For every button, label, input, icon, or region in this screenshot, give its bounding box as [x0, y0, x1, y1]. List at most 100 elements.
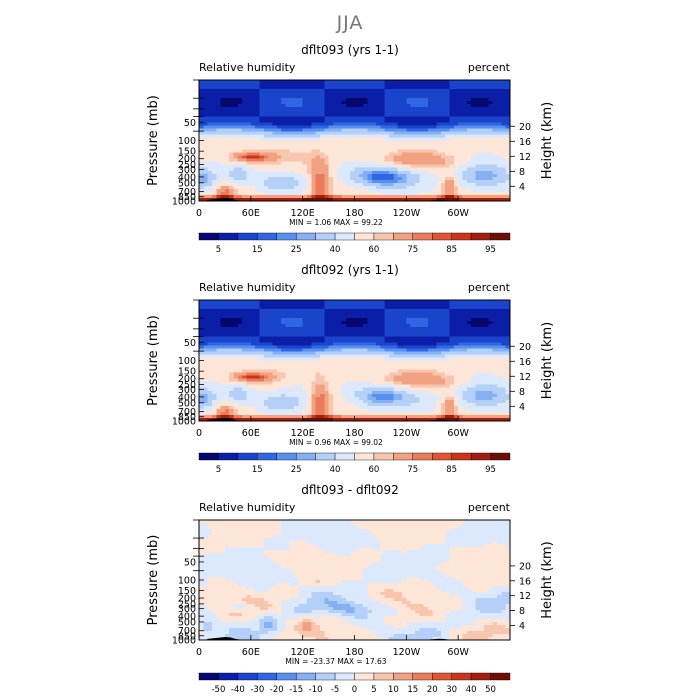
heatmap-cell	[341, 357, 347, 362]
heatmap-cell	[350, 321, 356, 325]
heatmap-cell	[380, 327, 386, 331]
heatmap-cell	[427, 345, 433, 350]
heatmap-cell	[216, 188, 222, 193]
heatmap-cell	[250, 155, 256, 160]
heatmap-cell	[250, 80, 256, 84]
heatmap-cell	[229, 164, 235, 169]
heatmap-cell	[501, 119, 507, 123]
heatmap-cell	[229, 122, 235, 126]
heatmap-cell	[306, 119, 312, 123]
heatmap-cell	[427, 161, 433, 166]
heatmap-cell	[406, 339, 412, 343]
heatmap-cell	[419, 128, 425, 133]
heatmap-cell	[237, 330, 243, 334]
heatmap-cell	[237, 167, 243, 172]
heatmap-cell	[423, 107, 429, 111]
heatmap-cell	[475, 167, 481, 172]
heatmap-cell	[263, 363, 269, 368]
heatmap-cell	[462, 173, 468, 178]
heatmap-cell	[462, 161, 468, 166]
heatmap-cell	[345, 89, 351, 93]
heatmap-cell	[211, 354, 217, 359]
heatmap-cell	[350, 92, 356, 96]
heatmap-cell	[298, 83, 304, 87]
heatmap-cell	[484, 131, 489, 136]
heatmap-cell	[311, 101, 317, 105]
heatmap-cell	[203, 366, 209, 371]
heatmap-cell	[229, 336, 235, 340]
heatmap-cell	[492, 327, 498, 331]
heatmap-cell	[311, 83, 317, 87]
heatmap-cell	[302, 191, 308, 196]
heatmap-cell	[380, 348, 386, 353]
heatmap-cell	[427, 152, 433, 157]
heatmap-cell	[263, 155, 269, 160]
heatmap-cell	[449, 86, 455, 90]
heatmap-cell	[306, 309, 312, 313]
heatmap-cell	[458, 92, 464, 96]
heatmap-cell	[358, 306, 364, 310]
heatmap-cell	[432, 101, 438, 105]
heatmap-cell	[246, 342, 252, 346]
heatmap-cell	[302, 345, 308, 350]
heatmap-cell	[389, 167, 394, 172]
heatmap-cell	[427, 167, 433, 172]
heatmap-cell	[497, 101, 502, 105]
heatmap-cell	[350, 89, 356, 93]
heatmap-cell	[294, 131, 299, 136]
heatmap-cell	[397, 170, 403, 175]
heatmap-cell	[199, 324, 204, 328]
heatmap-cell	[406, 306, 412, 310]
heatmap-cell	[237, 152, 243, 157]
heatmap-cell	[341, 300, 347, 304]
heatmap-cell	[211, 158, 217, 163]
heatmap-cell	[324, 369, 330, 374]
heatmap-cell	[384, 167, 390, 172]
heatmap-cell	[306, 140, 312, 145]
heatmap-cell	[440, 185, 446, 190]
heatmap-cell	[497, 339, 502, 343]
heatmap-cell	[207, 351, 213, 356]
heatmap-cell	[294, 158, 299, 163]
heatmap-cell	[484, 110, 489, 114]
heatmap-cell	[302, 333, 308, 337]
heatmap-cell	[436, 360, 442, 365]
heatmap-cell	[229, 360, 235, 365]
heatmap-cell	[410, 122, 416, 126]
heatmap-cell	[367, 315, 373, 319]
heatmap-cell	[414, 161, 420, 166]
heatmap-cell	[492, 342, 498, 346]
heatmap-cell	[207, 101, 213, 105]
heatmap-cell	[363, 101, 369, 105]
heatmap-cell	[242, 161, 248, 166]
heatmap-cell	[419, 176, 425, 181]
heatmap-cell	[376, 333, 382, 337]
heatmap-cell	[324, 330, 330, 334]
heatmap-cell	[319, 324, 325, 328]
heatmap-cell	[263, 143, 269, 148]
heatmap-cell	[237, 158, 243, 163]
heatmap-cell	[229, 161, 235, 166]
heatmap-cell	[259, 339, 265, 343]
heatmap-cell	[406, 342, 412, 346]
heatmap-cell	[272, 113, 278, 117]
heatmap-cell	[449, 360, 455, 365]
heatmap-cell	[501, 342, 507, 346]
heatmap-cell	[259, 309, 265, 313]
heatmap-cell	[479, 197, 485, 202]
heatmap-cell	[393, 167, 399, 172]
heatmap-cell	[319, 143, 325, 148]
heatmap-cell	[255, 116, 261, 120]
heatmap-cell	[397, 122, 403, 126]
heatmap-cell	[233, 83, 239, 87]
heatmap-cell	[298, 80, 304, 84]
heatmap-cell	[255, 191, 261, 196]
heatmap-cell	[263, 98, 269, 102]
heatmap-cell	[285, 137, 291, 142]
heatmap-cell	[233, 98, 239, 102]
heatmap-cell	[376, 89, 382, 93]
heatmap-cell	[466, 303, 472, 307]
heatmap-cell	[367, 164, 373, 169]
heatmap-cell	[315, 333, 321, 337]
heatmap-cell	[337, 197, 343, 202]
